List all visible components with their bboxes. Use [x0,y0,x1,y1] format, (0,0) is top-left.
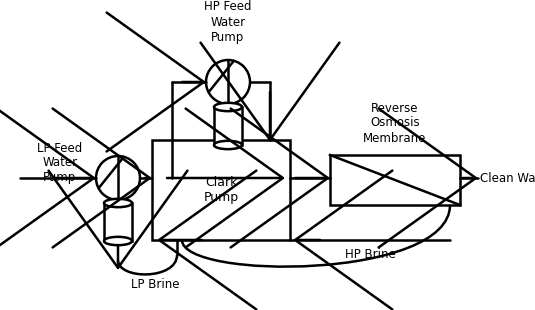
Ellipse shape [214,103,242,111]
Ellipse shape [214,141,242,149]
Text: Clark
Pump: Clark Pump [203,176,239,204]
Text: HP Brine: HP Brine [345,249,395,262]
Bar [104,203,132,241]
Ellipse shape [104,237,132,245]
Bar [330,155,460,205]
Text: Clean Water: Clean Water [480,171,535,184]
Text: LP Feed
Water
Pump: LP Feed Water Pump [37,141,82,184]
Bar [214,107,242,145]
Bar [152,140,290,240]
Text: LP Brine: LP Brine [131,278,179,291]
Ellipse shape [104,199,132,207]
Text: HP Feed
Water
Pump: HP Feed Water Pump [204,1,252,43]
Text: Reverse
Osmosis
Membrane: Reverse Osmosis Membrane [363,101,427,144]
